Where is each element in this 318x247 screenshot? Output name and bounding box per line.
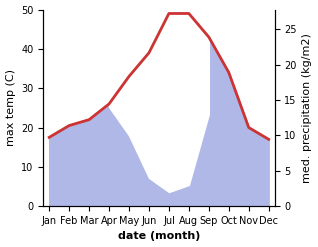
Y-axis label: max temp (C): max temp (C) [5,69,16,146]
X-axis label: date (month): date (month) [118,231,200,242]
Y-axis label: med. precipitation (kg/m2): med. precipitation (kg/m2) [302,33,313,183]
